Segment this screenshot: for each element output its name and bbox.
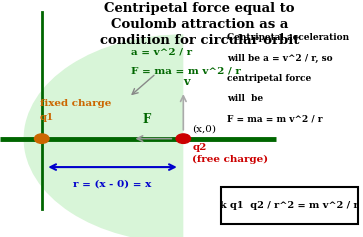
FancyBboxPatch shape xyxy=(221,187,358,224)
Text: v: v xyxy=(184,76,190,87)
Text: centripetal force: centripetal force xyxy=(227,74,311,83)
Text: will be a = v^2 / r, so: will be a = v^2 / r, so xyxy=(227,54,333,63)
Text: r = (x - 0) = x: r = (x - 0) = x xyxy=(73,179,152,188)
Text: fixed charge: fixed charge xyxy=(40,99,111,108)
Text: F = ma = m v^2 / r: F = ma = m v^2 / r xyxy=(227,114,322,123)
Text: a = v^2 / r: a = v^2 / r xyxy=(131,48,192,57)
Text: Centripetal force equal to
Coulomb attraction as a
condition for circular orbit: Centripetal force equal to Coulomb attra… xyxy=(100,2,299,47)
Text: k q1  q2 / r^2 = m v^2 / r: k q1 q2 / r^2 = m v^2 / r xyxy=(220,201,359,210)
Wedge shape xyxy=(24,34,183,237)
Text: (free charge): (free charge) xyxy=(192,155,269,164)
Circle shape xyxy=(176,134,191,143)
Text: q2: q2 xyxy=(192,143,207,152)
Text: will  be: will be xyxy=(227,94,263,103)
Text: F: F xyxy=(143,113,151,126)
Text: F = ma = m v^2 / r: F = ma = m v^2 / r xyxy=(131,67,241,76)
Text: Centripetal acceleration: Centripetal acceleration xyxy=(227,33,349,42)
Text: (x,0): (x,0) xyxy=(192,125,216,134)
Text: q1: q1 xyxy=(40,113,54,122)
Circle shape xyxy=(34,134,49,143)
